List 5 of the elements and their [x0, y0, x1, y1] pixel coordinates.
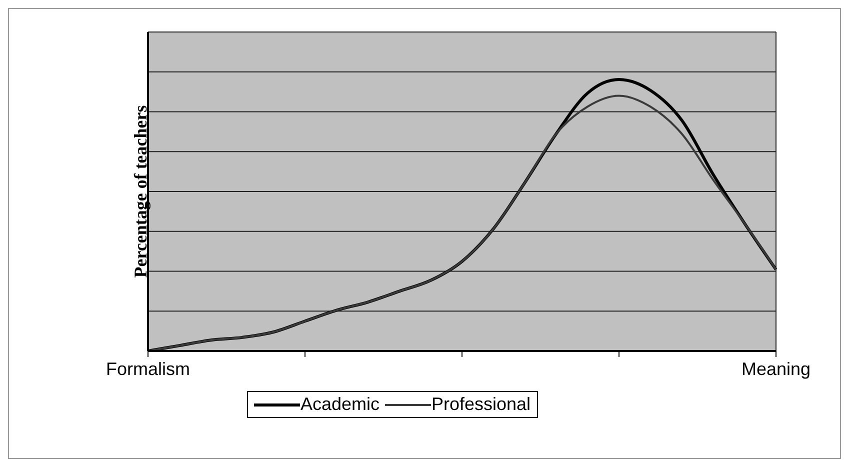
y-axis-title: Percentage of teachers	[130, 105, 150, 278]
x-tick-label: Formalism	[106, 359, 190, 379]
x-tick-label: Meaning	[741, 359, 811, 379]
legend-label: Academic	[300, 394, 380, 415]
legend-label: Professional	[431, 394, 531, 415]
